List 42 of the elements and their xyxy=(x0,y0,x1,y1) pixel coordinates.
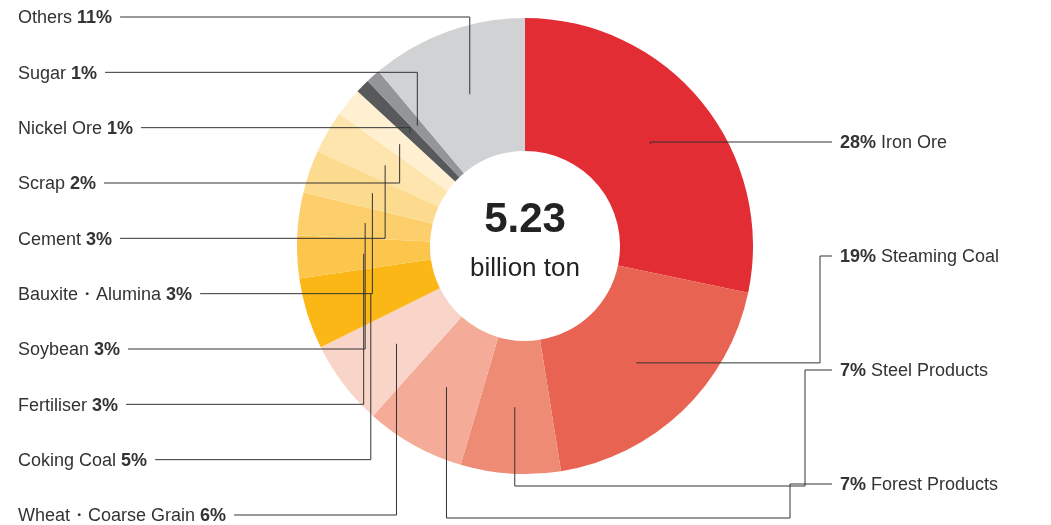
donut-slice xyxy=(297,235,431,279)
data-label: 6% xyxy=(200,505,227,525)
donut-slice xyxy=(378,18,525,174)
data-label: 7% xyxy=(840,474,872,495)
data-label: 5% xyxy=(121,449,148,470)
slice-label: Bauxite・Alumina xyxy=(18,283,167,304)
donut-slice xyxy=(299,259,440,348)
donut-slice xyxy=(372,316,499,465)
text: 5.23 xyxy=(484,194,566,241)
donut-slice xyxy=(357,80,460,182)
donut-slice xyxy=(460,337,562,474)
donut-slice xyxy=(317,113,448,207)
slice-label: Wheat・Coarse Grain xyxy=(18,505,201,525)
slice-label: Fertiliser xyxy=(18,394,93,415)
donut-slice xyxy=(339,91,456,191)
slice-label: Steel Products xyxy=(871,360,989,381)
data-label: 1% xyxy=(107,117,134,138)
donut-slice xyxy=(297,192,433,242)
data-label: 3% xyxy=(86,228,113,249)
slice-label: Others xyxy=(18,7,78,28)
data-label: 3% xyxy=(92,394,119,415)
data-label: 28% xyxy=(840,132,882,153)
data-label: 2% xyxy=(70,173,97,194)
slice-label: Sugar xyxy=(18,62,72,83)
data-label: 19% xyxy=(840,246,882,267)
slice-label: Nickel Ore xyxy=(18,117,108,138)
data-label: 7% xyxy=(840,360,872,381)
data-label: 3% xyxy=(166,283,193,304)
slice-label: Cement xyxy=(18,228,87,249)
data-label: 3% xyxy=(94,339,121,360)
donut-slice xyxy=(320,288,462,416)
text: billion ton xyxy=(470,252,580,282)
slice-label: Iron Ore xyxy=(881,132,948,153)
donut-slice xyxy=(303,151,439,224)
slice-label: Scrap xyxy=(18,173,71,194)
slice-label: Forest Products xyxy=(871,474,999,495)
donut-slice xyxy=(367,71,464,178)
data-label: 11% xyxy=(77,7,113,28)
slice-label: Coking Coal xyxy=(18,449,122,470)
data-label: 1% xyxy=(71,62,98,83)
slice-label: Steaming Coal xyxy=(881,246,1000,267)
slice-label: Soybean xyxy=(18,339,95,360)
